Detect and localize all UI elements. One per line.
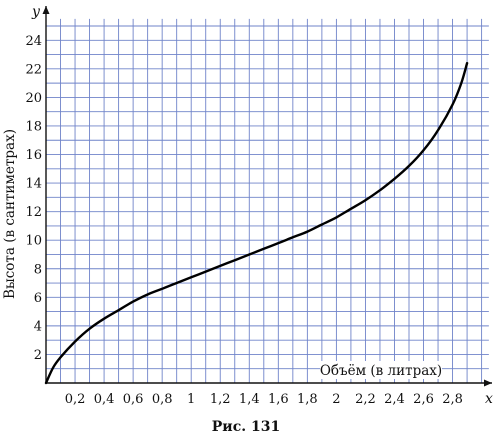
x-tick-label: 0,4 [94, 392, 115, 407]
x-tick-label: 2,6 [413, 392, 434, 407]
y-tick-label: 4 [34, 319, 42, 334]
grid [46, 18, 489, 383]
axes [42, 6, 492, 387]
x-tick-label: 2,2 [355, 392, 376, 407]
x-tick-label: 1,4 [239, 392, 260, 407]
x-tick-label: 1,2 [210, 392, 231, 407]
figure-caption: Рис. 131 [212, 419, 280, 435]
x-tick-label: 0,8 [152, 392, 173, 407]
y-tick-label: 22 [25, 62, 42, 77]
series-line [44, 61, 469, 385]
x-tick-label: 1,6 [268, 392, 289, 407]
x-tick-label: 0,6 [123, 392, 144, 407]
y-tick-label: 14 [25, 177, 42, 192]
x-axis-letter: x [485, 391, 493, 407]
y-axis-arrow [42, 6, 50, 14]
y-tick-label: 18 [25, 119, 42, 134]
x-tick-label: 0,2 [65, 392, 86, 407]
y-tick-label: 2 [34, 348, 42, 363]
y-tick-label: 24 [25, 34, 42, 49]
x-tick-label: 2,8 [442, 392, 463, 407]
y-axis-title: Высота (в сантиметрах) [2, 129, 18, 299]
y-tick-label: 20 [25, 91, 42, 106]
x-tick-label: 2,4 [384, 392, 405, 407]
x-tick-label: 1 [187, 392, 195, 407]
y-tick-label: 8 [34, 262, 42, 277]
x-axis-arrow [484, 379, 492, 387]
y-tick-label: 12 [25, 205, 42, 220]
y-axis-letter: y [31, 4, 41, 20]
y-tick-label: 10 [25, 234, 42, 249]
y-tick-label: 6 [34, 291, 42, 306]
y-tick-label: 16 [25, 148, 42, 163]
x-tick-label: 1,8 [297, 392, 318, 407]
x-tick-label: 2 [332, 392, 340, 407]
x-axis-title-background [320, 361, 442, 379]
tick-labels: 0,2 0,4 0,6 0,8 1 1,2 1,4 1,6 1,8 2 2,2 2,4 2,6 2,824… [25, 34, 462, 407]
x-axis-title: Объём (в литрах) [320, 363, 442, 379]
series-layer [44, 61, 469, 385]
